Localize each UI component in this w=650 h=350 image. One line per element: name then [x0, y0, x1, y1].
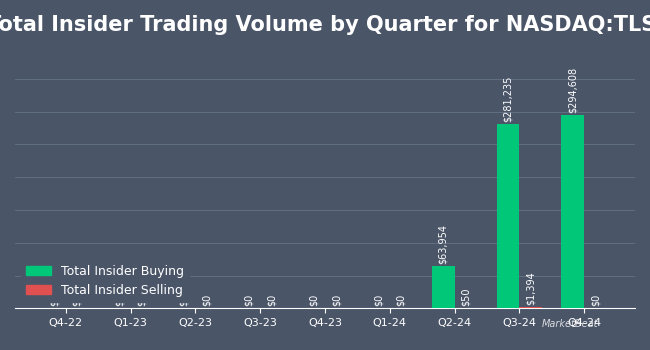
Text: $294,608: $294,608 [568, 67, 578, 113]
Text: $50: $50 [461, 288, 471, 306]
Text: $0: $0 [590, 294, 601, 306]
Text: $0: $0 [374, 294, 383, 306]
Bar [519, 307, 542, 308]
Text: $0: $0 [49, 294, 60, 306]
Bar [497, 124, 519, 308]
Bar [432, 266, 454, 308]
Text: $0: $0 [114, 294, 124, 306]
Bar [562, 115, 584, 308]
Text: $0: $0 [202, 294, 212, 306]
Text: $0: $0 [137, 294, 147, 306]
Text: $281,235: $281,235 [503, 76, 513, 122]
Legend: Total Insider Buying, Total Insider Selling: Total Insider Buying, Total Insider Sell… [21, 260, 189, 302]
Text: $63,954: $63,954 [438, 224, 448, 265]
Text: $0: $0 [332, 294, 341, 306]
Text: $0: $0 [396, 294, 406, 306]
Text: $1,394: $1,394 [526, 272, 536, 306]
Text: $0: $0 [309, 294, 318, 306]
Text: MarketBeat: MarketBeat [541, 319, 598, 329]
Text: $0: $0 [72, 294, 82, 306]
Text: $0: $0 [179, 294, 189, 306]
Text: $0: $0 [266, 294, 276, 306]
Title: Total Insider Trading Volume by Quarter for NASDAQ:TLSI: Total Insider Trading Volume by Quarter … [0, 15, 650, 35]
Text: $0: $0 [244, 294, 254, 306]
